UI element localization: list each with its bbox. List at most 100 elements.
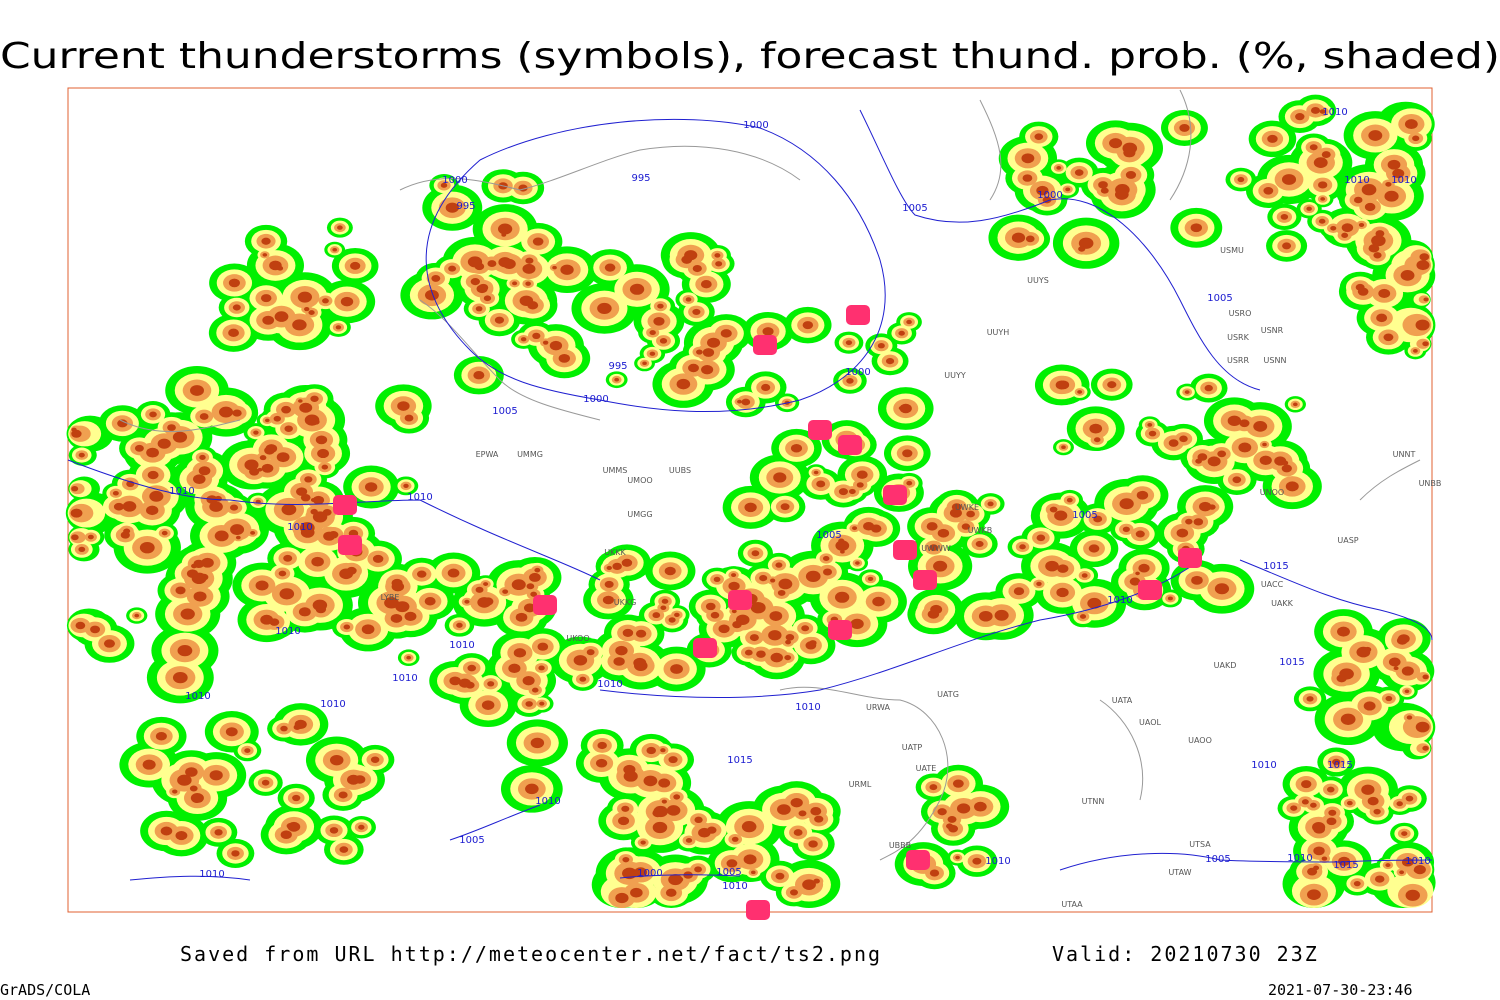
shade-cell <box>1310 106 1321 114</box>
station-label: UATP <box>902 743 923 752</box>
shade-cell <box>1384 190 1399 202</box>
shade-cell <box>898 330 905 336</box>
shade-cell <box>1361 784 1375 795</box>
shade-cell <box>260 294 272 303</box>
isobar-label: 1010 <box>1287 853 1312 864</box>
shade-cell <box>856 470 868 479</box>
shade-cell <box>1129 577 1141 586</box>
shade-cell <box>274 311 289 322</box>
shade-cell <box>175 586 186 595</box>
shade-cell <box>975 540 984 548</box>
shade-cell <box>264 446 275 455</box>
shade-cell <box>146 447 159 458</box>
station-label: UKKG <box>614 598 637 607</box>
shade-cell <box>70 508 83 518</box>
shade-cell <box>750 602 766 614</box>
shade-cell <box>1401 666 1414 676</box>
shade-cell <box>790 444 803 453</box>
shade-cell <box>646 746 656 755</box>
shade-cell <box>299 402 313 413</box>
shade-cell <box>139 541 155 554</box>
isobar-label: 1010 <box>1251 760 1276 771</box>
station-label: USRO <box>1229 309 1252 318</box>
shade-cell <box>1356 646 1371 658</box>
shade-cell <box>1396 801 1403 807</box>
isobar-label: 995 <box>456 201 475 212</box>
shade-cell <box>899 403 912 414</box>
shade-cell <box>751 870 756 875</box>
shade-cell <box>185 767 198 777</box>
shade-cell <box>117 419 128 428</box>
shade-cell <box>1098 181 1108 189</box>
station-label: USNN <box>1264 356 1287 365</box>
shade-cell <box>1239 419 1250 428</box>
isobar-label: 1010 <box>275 626 300 637</box>
shade-cell <box>1066 497 1073 503</box>
shade-cell <box>304 476 313 483</box>
shade-cell <box>167 424 176 431</box>
shade-cell <box>1412 349 1418 353</box>
shade-cell <box>155 731 167 741</box>
shade-cell <box>1184 390 1190 394</box>
shade-cell <box>966 510 975 518</box>
shade-cell <box>681 255 693 264</box>
shade-cell <box>1321 151 1331 159</box>
shade-cell <box>481 700 495 710</box>
shade-cell <box>1049 506 1058 513</box>
shade-cell <box>1341 232 1349 238</box>
shade-cell <box>1011 232 1026 243</box>
shade-cell <box>299 522 315 534</box>
shade-cell <box>674 612 680 618</box>
shade-cell <box>160 826 173 836</box>
shade-cell <box>1054 510 1068 521</box>
shade-cell <box>698 827 711 838</box>
isobar-label: 1000 <box>442 175 467 186</box>
station-label: UTNN <box>1082 797 1105 806</box>
shade-cell <box>281 405 292 414</box>
shade-cell <box>525 701 533 707</box>
shade-cell <box>659 338 668 344</box>
station-label: UKOO <box>566 634 589 643</box>
shade-cell <box>1280 214 1289 220</box>
shade-cell <box>512 281 518 286</box>
shade-cell <box>987 501 994 507</box>
shade-cell <box>354 775 366 784</box>
shade-cell <box>214 829 223 836</box>
shade-cell <box>458 678 471 688</box>
shade-cell <box>652 809 664 818</box>
shade-cell <box>1109 138 1123 149</box>
shade-cell <box>283 554 293 562</box>
shade-cell <box>161 530 168 536</box>
isobar-label: 1005 <box>1207 293 1232 304</box>
shade-cell <box>665 888 677 897</box>
shade-cell <box>728 581 740 591</box>
station-label: UMMS <box>603 466 628 475</box>
shade-cell <box>629 283 645 295</box>
shade-cell <box>75 621 86 630</box>
storm-symbol <box>808 420 832 440</box>
shade-cell <box>315 605 327 614</box>
shade-cell <box>602 595 614 605</box>
shade-cell <box>702 348 715 357</box>
storm-symbol <box>333 495 357 515</box>
station-label: EPWA <box>476 450 499 459</box>
shade-cell <box>1013 587 1025 596</box>
shade-cell <box>532 237 544 246</box>
shade-cell <box>743 854 757 865</box>
shade-cell <box>335 325 342 330</box>
isobar-label: 1010 <box>1107 595 1132 606</box>
shade-cell <box>822 555 830 561</box>
coastlines <box>119 89 1421 861</box>
shade-cell <box>146 505 159 516</box>
isobar-label: 1010 <box>407 492 432 503</box>
shade-cell <box>756 650 766 658</box>
isobar-label: 1005 <box>492 406 517 417</box>
shade-cell <box>142 759 156 770</box>
shade-cell <box>1415 721 1430 733</box>
isobar-label: 1000 <box>1037 190 1062 201</box>
shade-cell <box>1341 223 1354 233</box>
shade-cell <box>705 602 716 611</box>
shade-cell <box>573 655 588 666</box>
shade-cell <box>1214 583 1230 595</box>
shade-cell <box>1371 235 1386 247</box>
